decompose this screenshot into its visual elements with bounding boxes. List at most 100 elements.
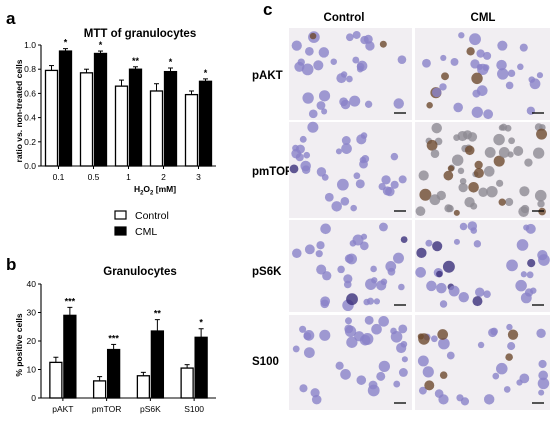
cell — [373, 298, 381, 305]
cell — [349, 240, 357, 247]
cell — [496, 362, 508, 375]
cell — [426, 280, 437, 292]
cell — [519, 373, 530, 384]
cell — [450, 57, 459, 66]
bar-cml-S100 — [194, 336, 208, 399]
cell — [376, 371, 386, 381]
cell — [337, 265, 345, 274]
cell — [429, 194, 441, 206]
micrograph-s100-cml — [415, 315, 550, 410]
cell — [370, 265, 377, 273]
cell — [475, 287, 485, 297]
cell — [311, 394, 322, 405]
cell — [316, 264, 327, 275]
x-tick-label: 3 — [196, 172, 201, 182]
micrograph-panel: Control CML pAKT pmTOR pS6K S100 — [252, 12, 550, 410]
cell — [415, 206, 426, 217]
significance-mark: * — [99, 40, 103, 50]
cell — [519, 43, 528, 52]
cell — [477, 341, 485, 349]
bar-cml-3 — [198, 80, 213, 167]
cell — [360, 35, 369, 45]
x-tick-label: 0.5 — [88, 172, 100, 182]
cell — [471, 106, 483, 118]
cell — [536, 128, 548, 140]
cell — [365, 278, 377, 290]
cell — [527, 259, 536, 268]
cell — [460, 397, 470, 406]
bar-cml-0.5 — [93, 52, 108, 167]
cell — [318, 47, 330, 58]
cell — [438, 394, 449, 405]
cell — [397, 55, 407, 64]
cell — [359, 159, 368, 169]
cell — [453, 134, 460, 141]
cell — [520, 292, 532, 304]
cell — [478, 187, 488, 197]
bar-control-pmTOR — [92, 380, 107, 399]
cell — [431, 335, 438, 343]
cell — [349, 95, 361, 107]
cell — [361, 333, 374, 345]
cell — [497, 68, 509, 80]
cell — [458, 182, 468, 193]
bar-cml-1 — [128, 68, 143, 167]
panel-a-letter: a — [6, 9, 16, 28]
cell — [340, 196, 350, 206]
cell — [304, 244, 315, 255]
cell — [396, 342, 407, 354]
cell — [439, 371, 448, 379]
cell — [488, 328, 498, 338]
row-header-ps6k: pS6K — [252, 266, 282, 278]
cell — [498, 147, 510, 158]
cell — [344, 254, 354, 264]
y-tick-label: 0.6 — [24, 88, 36, 98]
cell — [315, 250, 323, 258]
cell — [426, 101, 433, 109]
cell — [453, 238, 460, 245]
cell — [453, 102, 463, 113]
cell — [316, 241, 325, 250]
cell — [484, 146, 496, 158]
cell — [508, 137, 516, 145]
micrograph-s100-control — [289, 315, 412, 410]
cell — [496, 179, 504, 187]
cell — [378, 182, 386, 191]
cell — [457, 167, 465, 175]
cell — [398, 368, 408, 377]
cell — [466, 47, 475, 56]
cell — [321, 108, 328, 115]
cell — [536, 72, 544, 79]
row-header-pmtor: pmTOR — [252, 166, 294, 178]
cell — [467, 132, 478, 142]
cell — [295, 144, 305, 154]
cell — [335, 148, 342, 155]
bar-control-0.1 — [44, 69, 59, 167]
cell — [458, 291, 469, 303]
cell — [425, 239, 433, 247]
cell — [483, 166, 495, 177]
cell — [443, 170, 454, 181]
cell — [401, 356, 408, 363]
cell — [352, 56, 360, 64]
cell — [419, 188, 432, 201]
cell — [320, 223, 331, 235]
cell — [330, 58, 337, 65]
cell — [292, 248, 302, 258]
cell — [472, 296, 483, 307]
cell — [322, 271, 332, 281]
cell — [451, 154, 464, 166]
cell — [356, 65, 364, 73]
cell — [336, 178, 349, 191]
cell — [299, 325, 307, 333]
cell — [438, 337, 450, 350]
cell — [483, 394, 495, 405]
cell — [517, 63, 524, 71]
cell — [313, 60, 324, 71]
cell — [431, 122, 442, 134]
cell — [538, 254, 550, 266]
cell — [424, 380, 435, 391]
cell — [530, 287, 537, 294]
cell — [493, 155, 505, 167]
cell — [331, 201, 342, 212]
